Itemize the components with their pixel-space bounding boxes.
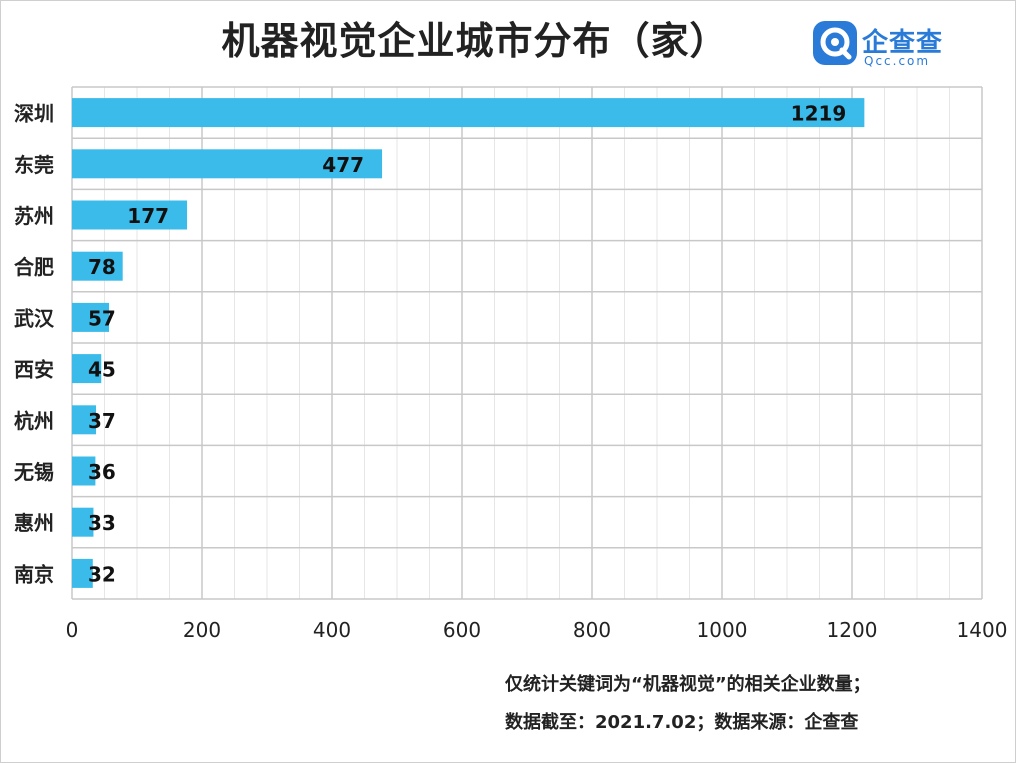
category-label: 南京 bbox=[14, 562, 54, 586]
x-tick-label: 1200 bbox=[827, 618, 878, 642]
bar-东莞 bbox=[72, 149, 383, 179]
data-label: 177 bbox=[127, 204, 169, 228]
category-label: 惠州 bbox=[14, 511, 54, 535]
qcc-logo-icon bbox=[813, 21, 857, 65]
category-label: 东莞 bbox=[14, 153, 54, 177]
x-tick-label: 800 bbox=[573, 618, 611, 642]
x-tick-label: 1000 bbox=[697, 618, 748, 642]
data-label: 33 bbox=[88, 511, 116, 535]
x-tick-label: 1400 bbox=[957, 618, 1008, 642]
bar-惠州 bbox=[72, 507, 94, 537]
data-label: 37 bbox=[88, 409, 116, 433]
category-label: 杭州 bbox=[14, 409, 54, 433]
x-axis-ticks: 0 200 400 600 800 1000 1200 1400 bbox=[66, 618, 1008, 642]
x-tick-label: 600 bbox=[443, 618, 481, 642]
data-label: 36 bbox=[88, 460, 116, 484]
category-label: 苏州 bbox=[14, 204, 54, 228]
category-label: 合肥 bbox=[14, 255, 54, 279]
bar-西安 bbox=[72, 354, 102, 384]
category-label: 武汉 bbox=[14, 306, 55, 330]
category-label: 西安 bbox=[14, 358, 54, 382]
bar-合肥 bbox=[72, 251, 123, 281]
note-source: 数据截至：2021.7.02；数据来源：企查查 bbox=[505, 712, 859, 733]
data-label: 477 bbox=[322, 153, 364, 177]
bar-南京 bbox=[72, 558, 93, 588]
data-label: 32 bbox=[88, 562, 116, 586]
chart-bars bbox=[72, 98, 865, 588]
data-label: 1219 bbox=[791, 102, 847, 126]
category-label: 深圳 bbox=[14, 102, 54, 126]
qcc-logo: 企查查 Qcc.com bbox=[812, 20, 972, 72]
x-tick-label: 0 bbox=[66, 618, 79, 642]
bar-武汉 bbox=[72, 302, 110, 332]
logo-name: 企查查 bbox=[862, 28, 944, 58]
category-label: 无锡 bbox=[14, 460, 54, 484]
data-label: 78 bbox=[88, 255, 116, 279]
data-labels: 1219 477 177 78 57 45 37 36 33 32 bbox=[88, 102, 846, 587]
data-label: 45 bbox=[88, 358, 116, 382]
bar-苏州 bbox=[72, 200, 188, 230]
x-tick-label: 200 bbox=[183, 618, 221, 642]
x-tick-label: 400 bbox=[313, 618, 351, 642]
logo-domain: Qcc.com bbox=[864, 54, 931, 68]
bar-杭州 bbox=[72, 405, 97, 435]
data-label: 57 bbox=[88, 306, 116, 330]
bar-深圳 bbox=[72, 98, 865, 128]
chart-title: 机器视觉企业城市分布（家） bbox=[221, 19, 729, 63]
bar-无锡 bbox=[72, 456, 96, 486]
note-scope: 仅统计关键词为“机器视觉”的相关企业数量； bbox=[505, 674, 871, 695]
